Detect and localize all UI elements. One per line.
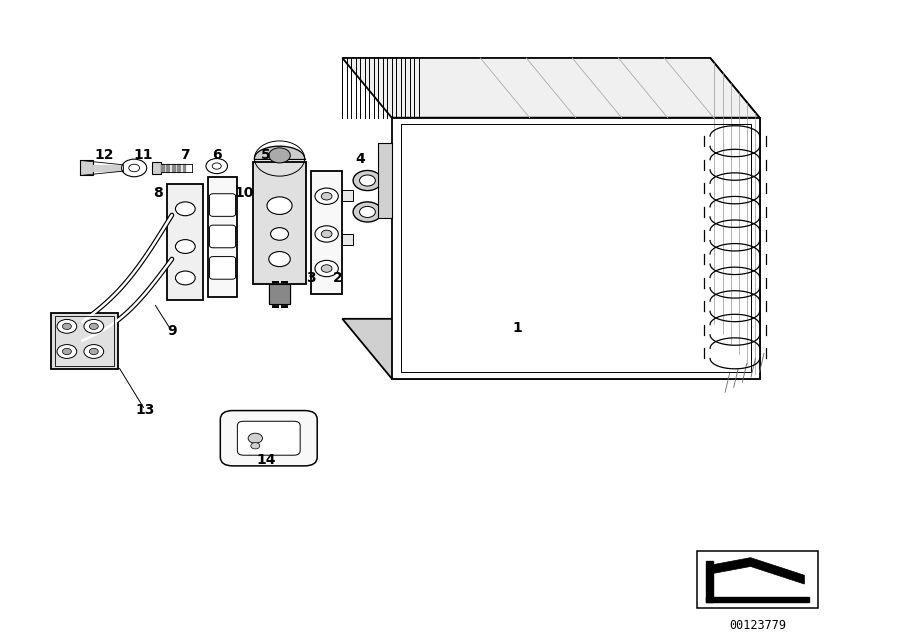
Polygon shape — [342, 58, 760, 118]
Circle shape — [315, 226, 338, 242]
Polygon shape — [183, 163, 185, 172]
Bar — [152, 162, 161, 174]
Polygon shape — [269, 284, 291, 305]
Text: 4: 4 — [356, 151, 365, 165]
Bar — [697, 551, 818, 608]
FancyBboxPatch shape — [210, 225, 236, 248]
Circle shape — [176, 240, 195, 253]
Text: 6: 6 — [212, 148, 221, 162]
Text: 3: 3 — [306, 271, 316, 285]
Circle shape — [251, 443, 260, 449]
Polygon shape — [93, 165, 123, 171]
Polygon shape — [392, 118, 760, 378]
Text: 10: 10 — [234, 186, 253, 200]
Polygon shape — [253, 162, 306, 284]
Bar — [342, 234, 353, 245]
Polygon shape — [50, 312, 118, 369]
Circle shape — [267, 197, 293, 214]
Polygon shape — [342, 319, 760, 378]
Circle shape — [62, 323, 71, 329]
Circle shape — [353, 202, 382, 222]
Polygon shape — [364, 176, 392, 186]
Polygon shape — [364, 207, 392, 217]
Text: 8: 8 — [154, 186, 163, 200]
Circle shape — [315, 260, 338, 277]
Polygon shape — [706, 561, 713, 602]
Text: 1: 1 — [512, 321, 522, 335]
Polygon shape — [172, 163, 175, 172]
Polygon shape — [706, 597, 809, 602]
Circle shape — [353, 170, 382, 191]
Circle shape — [269, 252, 291, 266]
Circle shape — [176, 202, 195, 216]
Polygon shape — [177, 163, 180, 172]
Polygon shape — [208, 177, 238, 297]
Circle shape — [248, 433, 263, 443]
Polygon shape — [378, 143, 392, 218]
Circle shape — [57, 319, 76, 333]
Polygon shape — [710, 558, 805, 584]
Circle shape — [321, 265, 332, 272]
Circle shape — [212, 163, 221, 169]
Circle shape — [84, 319, 104, 333]
Circle shape — [176, 271, 195, 285]
Circle shape — [62, 349, 71, 355]
Circle shape — [89, 349, 98, 355]
Polygon shape — [255, 146, 305, 158]
Circle shape — [360, 175, 375, 186]
Circle shape — [122, 159, 147, 177]
Circle shape — [321, 230, 332, 238]
Circle shape — [206, 158, 228, 174]
Polygon shape — [166, 163, 169, 172]
Polygon shape — [710, 58, 760, 378]
FancyBboxPatch shape — [238, 421, 301, 455]
Circle shape — [129, 164, 140, 172]
FancyBboxPatch shape — [210, 256, 236, 279]
Text: 9: 9 — [167, 324, 176, 338]
Polygon shape — [167, 184, 203, 300]
Text: 11: 11 — [133, 148, 153, 162]
Circle shape — [269, 148, 291, 163]
Text: 13: 13 — [135, 403, 155, 417]
Circle shape — [360, 207, 375, 218]
Circle shape — [271, 228, 289, 240]
Circle shape — [84, 345, 104, 359]
Text: 7: 7 — [181, 148, 190, 162]
Circle shape — [315, 188, 338, 204]
Circle shape — [57, 345, 76, 359]
Circle shape — [89, 323, 98, 329]
Text: 00123779: 00123779 — [729, 619, 786, 632]
FancyBboxPatch shape — [220, 411, 317, 466]
Text: 5: 5 — [261, 148, 271, 162]
Text: 12: 12 — [94, 148, 114, 162]
Bar — [342, 190, 353, 201]
Bar — [80, 160, 93, 176]
Text: 2: 2 — [333, 271, 343, 285]
Text: 14: 14 — [256, 453, 275, 467]
Polygon shape — [310, 171, 342, 294]
Circle shape — [321, 193, 332, 200]
FancyBboxPatch shape — [210, 194, 236, 216]
Polygon shape — [161, 163, 164, 172]
